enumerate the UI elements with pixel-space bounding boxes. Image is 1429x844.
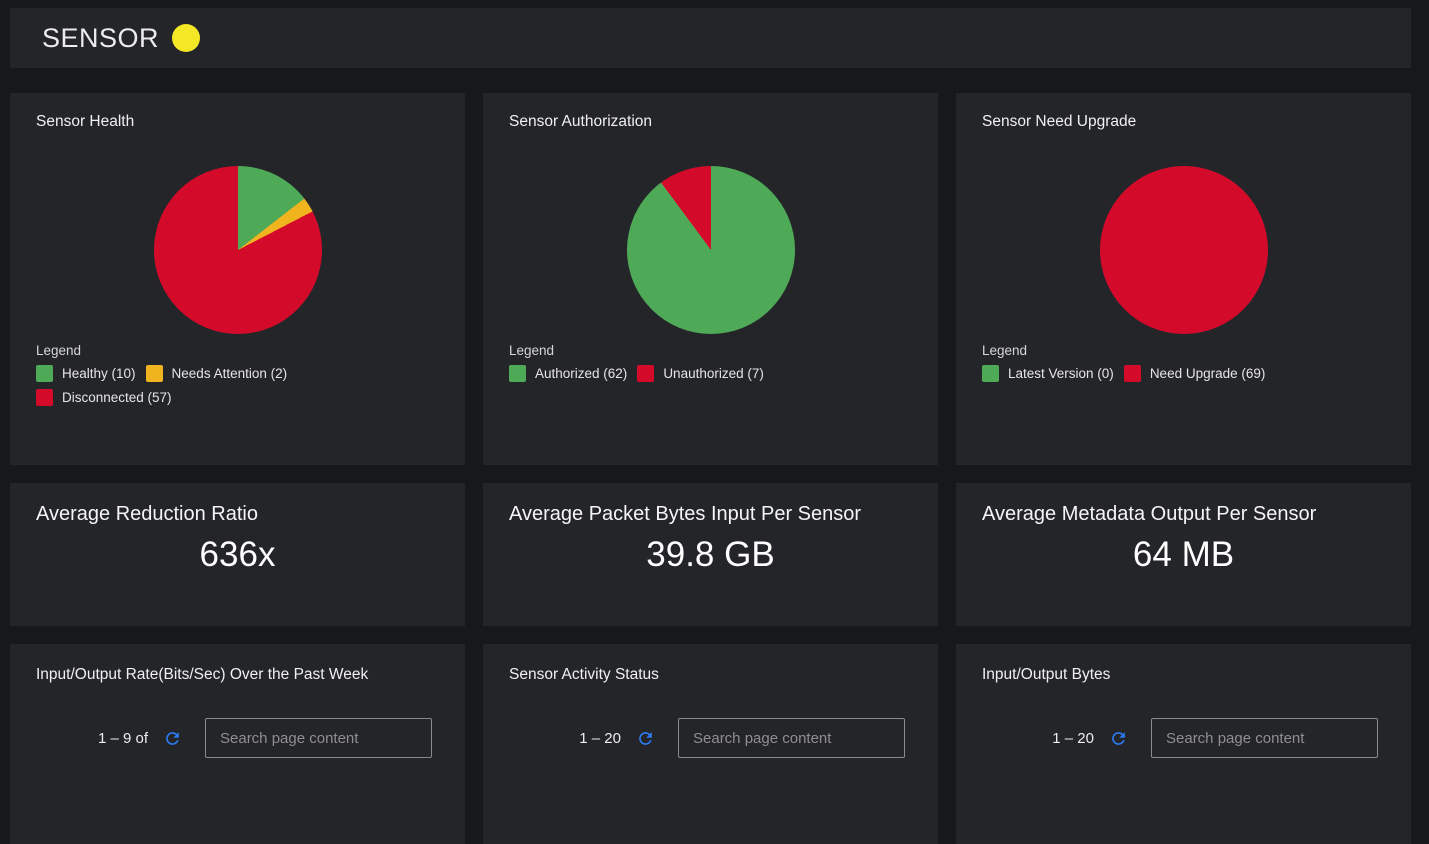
sensor-need-upgrade-panel: Sensor Need Upgrade Legend Latest Versio… xyxy=(956,93,1411,465)
legend-item[interactable]: Needs Attention (2) xyxy=(145,365,288,382)
table-title: Sensor Activity Status xyxy=(509,666,659,683)
legend-swatch-icon xyxy=(1123,365,1141,382)
legend-swatch-icon xyxy=(36,389,53,406)
table-panel-io-rate: Input/Output Rate(Bits/Sec) Over the Pas… xyxy=(10,644,465,844)
refresh-icon xyxy=(639,731,652,745)
legend-swatch-icon xyxy=(36,365,53,382)
refresh-icon xyxy=(166,731,179,745)
legend-title: Legend xyxy=(509,343,555,358)
legend-items: Healthy (10) Needs Attention (2) Disconnec… xyxy=(36,365,431,406)
search-input[interactable] xyxy=(1151,718,1378,758)
legend-item-label: Need Upgrade (69) xyxy=(1149,366,1266,381)
metric-title: Average Packet Bytes Input Per Sensor xyxy=(509,503,862,525)
sensor-authorization-pie-chart[interactable] xyxy=(626,166,795,334)
legend-title: Legend xyxy=(36,343,82,358)
legend-items: Authorized (62) Unauthorized (7) xyxy=(509,365,904,382)
legend-item[interactable]: Healthy (10) xyxy=(36,365,136,382)
table-controls: 1 – 20 xyxy=(561,718,938,758)
metric-value: 636x xyxy=(199,535,276,574)
refresh-button[interactable] xyxy=(1109,729,1128,748)
legend: Legend Healthy (10) Needs Attention (2) Di… xyxy=(36,343,465,406)
table-title: Input/Output Bytes xyxy=(982,666,1111,683)
table-controls: 1 – 20 xyxy=(1034,718,1411,758)
legend-item-label: Latest Version (0) xyxy=(1008,366,1114,381)
legend-item[interactable]: Authorized (62) xyxy=(509,365,627,382)
sensor-need-upgrade-pie-chart[interactable] xyxy=(1099,166,1268,334)
search-input[interactable] xyxy=(678,718,905,758)
panel-title: Sensor Health xyxy=(36,113,135,130)
table-panel-io-bytes: Input/Output Bytes 1 – 20 xyxy=(956,644,1411,844)
legend-item[interactable]: Latest Version (0) xyxy=(982,365,1114,382)
metric-panel-packet-bytes-input: Average Packet Bytes Input Per Sensor 39… xyxy=(483,483,938,626)
pagination-label: 1 – 20 xyxy=(579,729,621,747)
pagination-label: 1 – 20 xyxy=(1052,729,1094,747)
metric-title: Average Reduction Ratio xyxy=(36,503,258,525)
panel-title: Sensor Authorization xyxy=(509,113,653,130)
refresh-button[interactable] xyxy=(636,729,655,748)
legend: Legend Authorized (62) Unauthorized (7) xyxy=(509,343,938,382)
refresh-icon xyxy=(1112,731,1125,745)
legend-item-label: Authorized (62) xyxy=(535,366,628,381)
panel-title: Sensor Need Upgrade xyxy=(982,113,1137,130)
legend-swatch-icon xyxy=(637,365,655,382)
sensor-authorization-panel: Sensor Authorization Legend Authorized (… xyxy=(483,93,938,465)
metric-value: 39.8 GB xyxy=(646,535,775,574)
legend-item[interactable]: Need Upgrade (69) xyxy=(1123,365,1266,382)
table-controls: 1 – 9 of xyxy=(88,718,465,758)
panel-grid: Sensor Health Legend Healthy (10) Needs A… xyxy=(10,93,1429,844)
status-indicator-icon xyxy=(172,24,201,52)
legend-swatch-icon xyxy=(145,365,163,382)
metric-panel-metadata-output: Average Metadata Output Per Sensor 64 MB xyxy=(956,483,1411,626)
page-title: SENSOR xyxy=(42,22,160,53)
page-header: SENSOR xyxy=(10,8,1411,68)
legend-item-label: Unauthorized (7) xyxy=(663,366,764,381)
legend-item-label: Needs Attention (2) xyxy=(171,366,288,381)
legend-item-label: Healthy (10) xyxy=(62,366,136,381)
legend-item[interactable]: Disconnected (57) xyxy=(36,389,172,406)
legend-items: Latest Version (0) Need Upgrade (69) xyxy=(982,365,1377,382)
search-input[interactable] xyxy=(205,718,432,758)
metric-panel-reduction-ratio: Average Reduction Ratio 636x xyxy=(10,483,465,626)
pagination-label: 1 – 9 of xyxy=(97,729,148,747)
legend-title: Legend xyxy=(982,343,1028,358)
sensor-health-panel: Sensor Health Legend Healthy (10) Needs A… xyxy=(10,93,465,465)
table-panel-sensor-activity: Sensor Activity Status 1 – 20 xyxy=(483,644,938,844)
legend-swatch-icon xyxy=(982,365,999,382)
legend: Legend Latest Version (0) Need Upgrade (6… xyxy=(982,343,1411,382)
metric-title: Average Metadata Output Per Sensor xyxy=(982,503,1317,525)
legend-swatch-icon xyxy=(509,365,526,382)
metric-value: 64 MB xyxy=(1132,535,1235,574)
legend-item-label: Disconnected (57) xyxy=(62,390,172,405)
sensor-health-pie-chart[interactable] xyxy=(153,166,322,334)
refresh-button[interactable] xyxy=(163,729,182,748)
table-title: Input/Output Rate(Bits/Sec) Over the Pas… xyxy=(36,666,369,683)
legend-item[interactable]: Unauthorized (7) xyxy=(637,365,764,382)
